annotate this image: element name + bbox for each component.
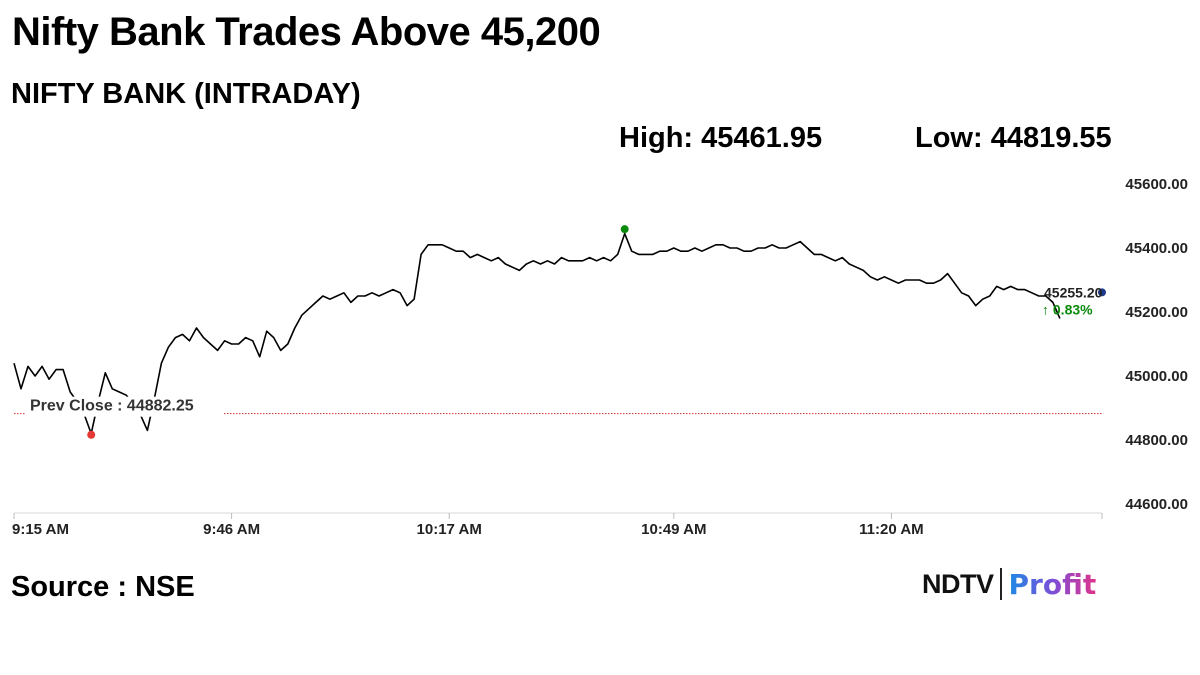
x-tick-label: 9:46 AM <box>203 521 260 538</box>
ndtv-profit-logo: NDTV Profit <box>922 566 1096 602</box>
y-tick-label: 44600.00 <box>1125 496 1188 513</box>
x-tick-label: 9:15 AM <box>12 521 69 538</box>
headline: Nifty Bank Trades Above 45,200 <box>12 10 601 54</box>
y-tick-label: 44800.00 <box>1125 432 1188 449</box>
source-label: Source : NSE <box>11 571 195 603</box>
x-tick-label: 11:20 AM <box>859 521 923 538</box>
x-tick-label: 10:17 AM <box>417 521 482 538</box>
logo-product: Profit <box>1008 567 1097 601</box>
y-tick-label: 45200.00 <box>1125 304 1188 321</box>
day-low: Low: 44819.55 <box>915 122 1112 154</box>
last-price-label: 45255.20 <box>1044 284 1103 300</box>
prev-close-label: Prev Close : 44882.25 <box>30 398 194 415</box>
last-price-marker <box>1098 288 1106 297</box>
y-tick-label: 45600.00 <box>1125 176 1188 193</box>
low-marker <box>87 430 96 439</box>
prev-close-label-bg <box>26 396 224 417</box>
last-change-label: ↑ 0.83% <box>1042 301 1093 317</box>
day-high: High: 45461.95 <box>619 122 823 154</box>
y-axis: 45600.00 45400.00 45200.00 45000.00 44800.00… <box>1125 176 1188 513</box>
chart-subtitle: NIFTY BANK (INTRADAY) <box>11 78 361 110</box>
y-tick-label: 45000.00 <box>1125 368 1188 385</box>
logo-brand: NDTV <box>922 568 994 599</box>
x-axis: 9:15 AM 9:46 AM 10:17 AM 10:49 AM 11:20 AM <box>12 512 1103 538</box>
intraday-chart: 9:15 AM 9:46 AM 10:17 AM 10:49 AM 11:20 AM 4… <box>12 176 1188 538</box>
high-marker <box>620 225 629 234</box>
series-line <box>13 232 1061 435</box>
logo-divider <box>999 568 1002 600</box>
x-tick-label: 10:49 AM <box>641 521 706 538</box>
y-tick-label: 45400.00 <box>1125 240 1188 257</box>
